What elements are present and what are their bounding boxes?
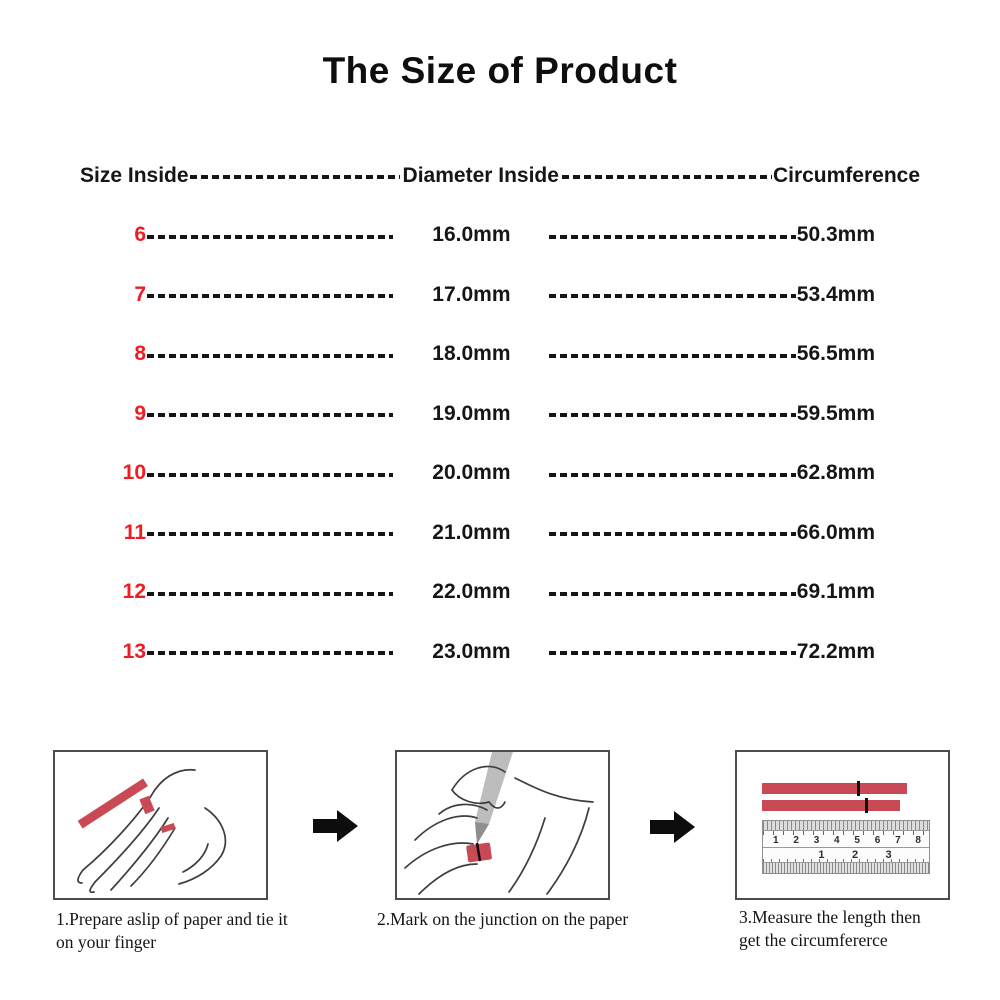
diameter-value: 16.0mm	[432, 223, 511, 247]
ruler-cm-number: 1	[773, 835, 779, 846]
circumference-value: 50.3mm	[796, 223, 875, 247]
dash-divider	[549, 353, 796, 358]
table-row: 7 17.0mm 53.4mm	[80, 265, 920, 325]
table-row: 8 18.0mm 56.5mm	[80, 325, 920, 385]
table-row: 11 21.0mm 66.0mm	[80, 503, 920, 563]
diameter-value: 18.0mm	[432, 342, 511, 366]
right-arrow-icon	[650, 811, 695, 843]
dash-divider	[549, 651, 796, 656]
ruler-inch-number: 1	[818, 849, 825, 861]
diameter-value: 22.0mm	[432, 580, 511, 604]
step3-caption: 3.Measure the length then get the circum…	[739, 907, 921, 950]
step1-caption: 1.Prepare aslip of paper and tie it on y…	[56, 909, 288, 952]
dash-divider	[147, 532, 394, 537]
dash-divider	[549, 532, 796, 537]
table-row: 12 22.0mm 69.1mm	[80, 563, 920, 623]
ruler-cm-number: 8	[915, 835, 921, 846]
ruler-cm-number: 2	[793, 835, 799, 846]
ruler-tick-band	[763, 821, 929, 830]
ruler-cm-number: 3	[813, 835, 820, 846]
page-title: The Size of Product	[322, 50, 678, 91]
table-row: 6 16.0mm 50.3mm	[80, 206, 920, 266]
ruler-cm-scale: 1 2 3 4 5 6 7 8	[763, 830, 929, 848]
circumference-value: 62.8mm	[796, 461, 875, 485]
dash-divider	[549, 472, 796, 477]
step3-illustration-box: 1 2 3 4 5 6 7 8 1 2 3	[735, 750, 950, 900]
paper-strip	[762, 798, 900, 813]
ruler-inch-number: 3	[885, 849, 892, 861]
ruler-cm-number: 5	[854, 835, 860, 846]
diameter-value: 23.0mm	[432, 639, 511, 663]
dash-divider	[147, 651, 394, 656]
ruler-tick-band	[763, 862, 929, 873]
table-row: 10 20.0mm 62.8mm	[80, 444, 920, 504]
size-value: 7	[134, 282, 146, 306]
header-diameter-inside: Diameter Inside	[402, 163, 559, 187]
hand-marking-with-pen-illustration	[404, 752, 594, 895]
dash-divider	[549, 234, 796, 239]
circumference-value: 72.2mm	[796, 639, 875, 663]
size-value: 8	[134, 342, 146, 366]
circumference-value: 53.4mm	[796, 282, 875, 306]
size-value: 13	[122, 639, 146, 663]
ruler-inch-scale: 1 2 3	[763, 848, 929, 862]
step2-illustration-box	[395, 750, 610, 900]
step1-illustration-box	[53, 750, 268, 900]
ring-size-table: Size Inside Diameter Inside Circumferenc…	[80, 146, 920, 682]
dash-divider	[147, 591, 394, 596]
size-value: 9	[134, 401, 146, 425]
ruler-cm-number: 4	[834, 835, 840, 846]
ruler-cm-number: 7	[895, 835, 901, 846]
table-header-row: Size Inside Diameter Inside Circumferenc…	[80, 146, 920, 206]
header-circumference: Circumference	[772, 163, 921, 187]
dash-divider	[549, 413, 796, 418]
dash-divider	[549, 591, 796, 596]
step2-caption: 2.Mark on the junction on the paper	[377, 909, 629, 929]
junction-mark	[865, 798, 868, 813]
circumference-value: 69.1mm	[796, 580, 875, 604]
size-value: 12	[122, 580, 146, 604]
dash-divider	[561, 175, 772, 180]
dash-divider	[147, 472, 394, 477]
circumference-value: 66.0mm	[796, 520, 875, 544]
circumference-value: 56.5mm	[796, 342, 875, 366]
ruler-inch-number: 2	[851, 849, 859, 861]
diameter-value: 19.0mm	[432, 401, 511, 425]
dash-divider	[147, 353, 394, 358]
hand-with-paper-slip-illustration	[77, 769, 227, 894]
dash-divider	[147, 234, 394, 239]
dash-divider	[147, 413, 394, 418]
dash-divider	[189, 175, 400, 180]
size-value: 10	[122, 461, 146, 485]
table-row: 13 23.0mm 72.2mm	[80, 622, 920, 682]
table-row: 9 19.0mm 59.5mm	[80, 384, 920, 444]
paper-strip	[762, 781, 907, 796]
circumference-value: 59.5mm	[796, 401, 875, 425]
ruler-illustration: 1 2 3 4 5 6 7 8 1 2 3	[762, 820, 930, 874]
diameter-value: 20.0mm	[432, 461, 511, 485]
header-size-inside: Size Inside	[80, 163, 189, 187]
junction-mark	[857, 781, 860, 796]
ruler-cm-number: 6	[874, 835, 881, 846]
size-value: 11	[123, 520, 146, 544]
diameter-value: 17.0mm	[432, 282, 511, 306]
dash-divider	[549, 294, 796, 299]
diameter-value: 21.0mm	[432, 520, 511, 544]
right-arrow-icon	[313, 810, 358, 842]
dash-divider	[147, 294, 394, 299]
size-value: 6	[134, 223, 146, 247]
